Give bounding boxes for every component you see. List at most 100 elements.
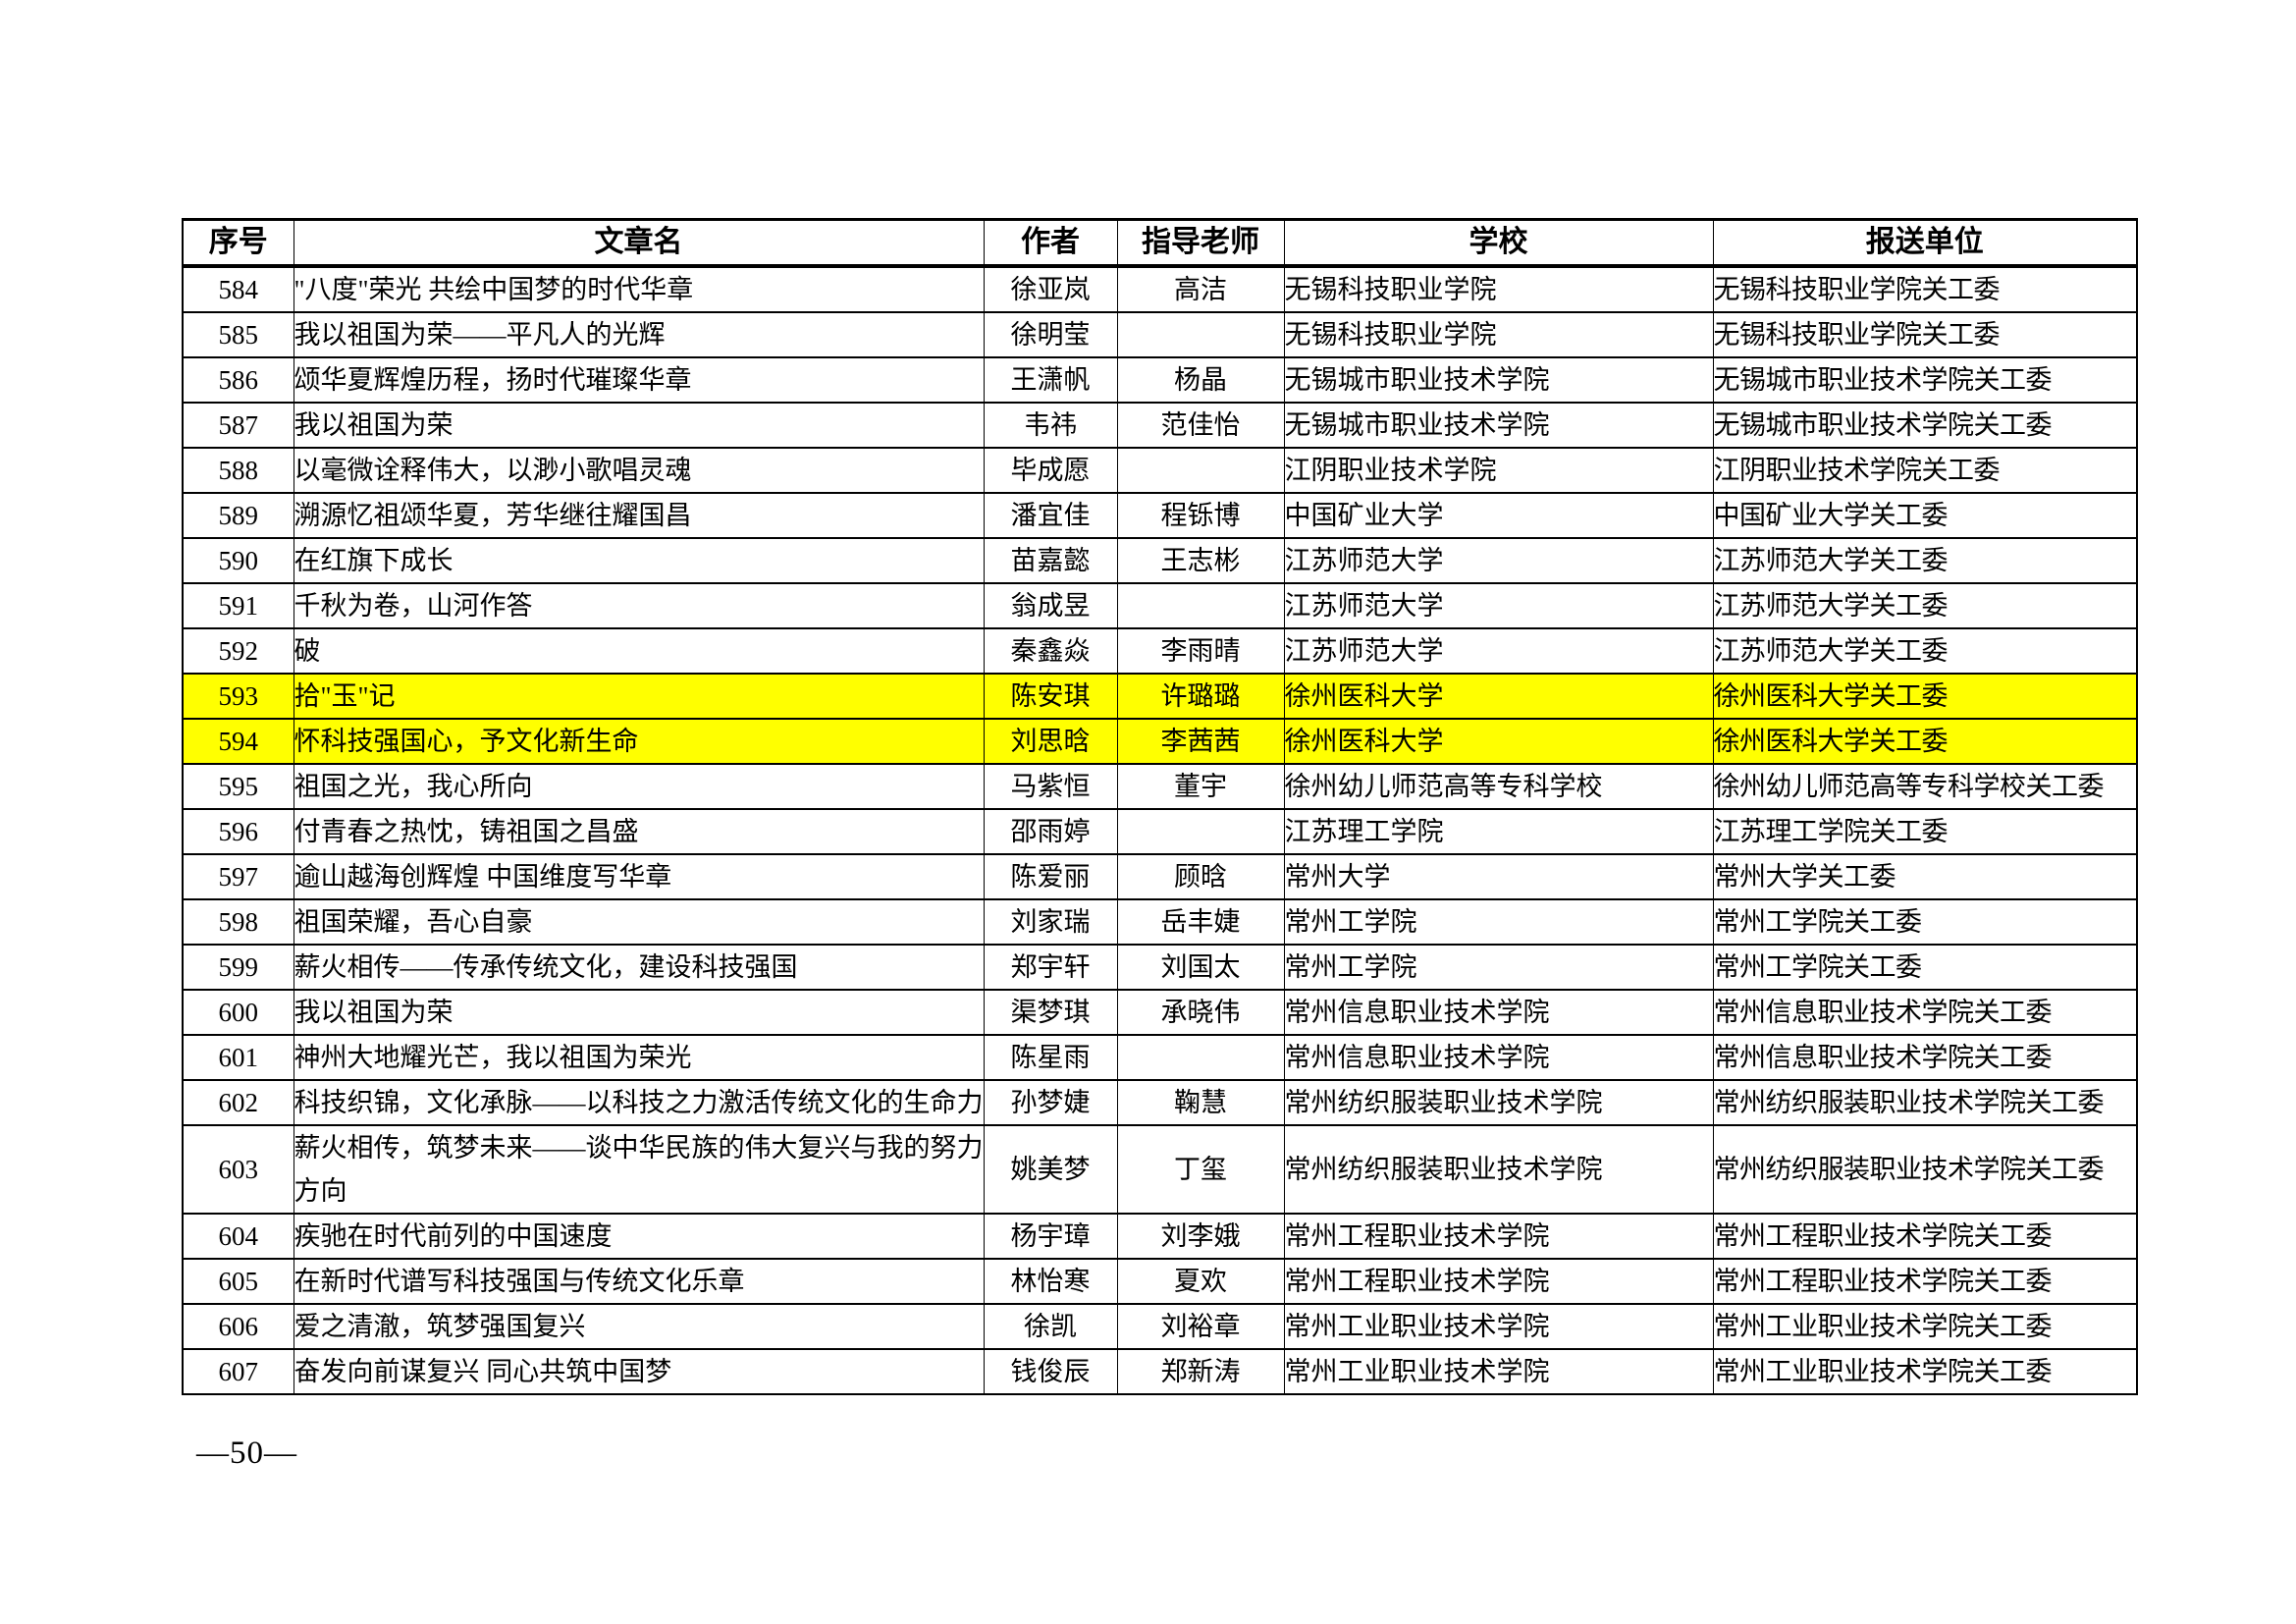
cell-advisor xyxy=(1116,808,1285,855)
cell-submitting-unit: 常州工程职业技术学院关工委 xyxy=(1712,1213,2138,1260)
cell-school: 常州工程职业技术学院 xyxy=(1283,1258,1714,1305)
cell-submitting-unit: 常州纺织服装职业技术学院关工委 xyxy=(1712,1124,2138,1215)
cell-article-title: 颂华夏辉煌历程，扬时代璀璨华章 xyxy=(293,356,985,404)
cell-advisor xyxy=(1116,311,1285,358)
cell-serial-number: 602 xyxy=(182,1079,294,1126)
cell-serial-number: 597 xyxy=(182,853,294,900)
cell-school: 江苏师范大学 xyxy=(1283,582,1714,629)
cell-author: 姚美梦 xyxy=(983,1124,1118,1215)
cell-serial-number: 586 xyxy=(182,356,294,404)
cell-author: 郑宇轩 xyxy=(983,944,1118,991)
cell-serial-number: 601 xyxy=(182,1034,294,1081)
table-body: 584 "八度"荣光 共绘中国梦的时代华章 徐亚岚 高洁 无锡科技职业学院 无锡科技职业学… xyxy=(182,265,2138,1395)
cell-article-title: 我以祖国为荣——平凡人的光辉 xyxy=(293,311,985,358)
cell-author: 王潇帆 xyxy=(983,356,1118,404)
cell-author: 邵雨婷 xyxy=(983,808,1118,855)
cell-article-title: 以毫微诠释伟大，以渺小歌唱灵魂 xyxy=(293,447,985,494)
cell-serial-number: 591 xyxy=(182,582,294,629)
cell-serial-number: 590 xyxy=(182,537,294,584)
cell-article-title: 在红旗下成长 xyxy=(293,537,985,584)
cell-serial-number: 587 xyxy=(182,402,294,449)
table-row: 592 破秦鑫焱 李雨晴 江苏师范大学 江苏师范大学关工委 xyxy=(182,627,2138,675)
cell-school: 江阴职业技术学院 xyxy=(1283,447,1714,494)
cell-author: 钱俊辰 xyxy=(983,1348,1118,1395)
table-row: 586 颂华夏辉煌历程，扬时代璀璨华章 王潇帆 杨晶 无锡城市职业技术学院 无锡城市职业技… xyxy=(182,356,2138,404)
cell-submitting-unit: 常州信息职业技术学院关工委 xyxy=(1712,989,2138,1036)
cell-author: 林怡寒 xyxy=(983,1258,1118,1305)
cell-article-title: 爱之清澈，筑梦强国复兴 xyxy=(293,1303,985,1350)
cell-submitting-unit: 常州工学院关工委 xyxy=(1712,944,2138,991)
cell-school: 常州信息职业技术学院 xyxy=(1283,1034,1714,1081)
cell-submitting-unit: 常州大学关工委 xyxy=(1712,853,2138,900)
cell-serial-number: 599 xyxy=(182,944,294,991)
cell-serial-number: 584 xyxy=(182,265,294,313)
cell-advisor: 岳丰婕 xyxy=(1116,898,1285,946)
cell-advisor: 承晓伟 xyxy=(1116,989,1285,1036)
award-table: 序号 文章名 作者 指导老师 学校 报送单位 584 "八度"荣光 共绘中国梦的时… xyxy=(182,218,2138,1395)
cell-submitting-unit: 常州工业职业技术学院关工委 xyxy=(1712,1348,2138,1395)
cell-advisor: 鞠慧 xyxy=(1116,1079,1285,1126)
header-serial-number: 序号 xyxy=(182,218,294,268)
table-row: 590 在红旗下成长 苗嘉懿 王志彬 江苏师范大学 江苏师范大学关工委 xyxy=(182,537,2138,584)
cell-author: 潘宜佳 xyxy=(983,492,1118,539)
cell-advisor: 李雨晴 xyxy=(1116,627,1285,675)
cell-author: 翁成昱 xyxy=(983,582,1118,629)
cell-author: 陈安琪 xyxy=(983,673,1118,720)
cell-article-title: 我以祖国为荣 xyxy=(293,402,985,449)
cell-article-title: 破 xyxy=(293,627,985,675)
cell-submitting-unit: 常州纺织服装职业技术学院关工委 xyxy=(1712,1079,2138,1126)
table-row: 597 逾山越海创辉煌 中国维度写华章 陈爱丽 顾晗 常州大学 常州大学关工委 xyxy=(182,853,2138,900)
table-row: 591 千秋为卷，山河作答 翁成昱 江苏师范大学 江苏师范大学关工委 xyxy=(182,582,2138,629)
cell-article-title: 薪火相传，筑梦未来——谈中华民族的伟大复兴与我的努力方向 xyxy=(293,1124,985,1215)
cell-author: 徐亚岚 xyxy=(983,265,1118,313)
cell-serial-number: 596 xyxy=(182,808,294,855)
cell-school: 常州信息职业技术学院 xyxy=(1283,989,1714,1036)
cell-author: 秦鑫焱 xyxy=(983,627,1118,675)
cell-submitting-unit: 徐州幼儿师范高等专科学校关工委 xyxy=(1712,763,2138,810)
cell-school: 江苏理工学院 xyxy=(1283,808,1714,855)
header-school: 学校 xyxy=(1283,218,1714,268)
cell-submitting-unit: 无锡城市职业技术学院关工委 xyxy=(1712,402,2138,449)
cell-submitting-unit: 江苏师范大学关工委 xyxy=(1712,627,2138,675)
table-row: 585 我以祖国为荣——平凡人的光辉 徐明莹 无锡科技职业学院 无锡科技职业学院关工委 xyxy=(182,311,2138,358)
cell-serial-number: 594 xyxy=(182,718,294,765)
table-row: 599 薪火相传——传承传统文化，建设科技强国 郑宇轩 刘国太 常州工学院 常州工学院关工… xyxy=(182,944,2138,991)
cell-submitting-unit: 徐州医科大学关工委 xyxy=(1712,718,2138,765)
cell-advisor: 刘裕章 xyxy=(1116,1303,1285,1350)
cell-advisor: 董宇 xyxy=(1116,763,1285,810)
header-advisor: 指导老师 xyxy=(1116,218,1285,268)
cell-author: 徐明莹 xyxy=(983,311,1118,358)
cell-author: 渠梦琪 xyxy=(983,989,1118,1036)
cell-submitting-unit: 江阴职业技术学院关工委 xyxy=(1712,447,2138,494)
cell-author: 毕成愿 xyxy=(983,447,1118,494)
cell-serial-number: 605 xyxy=(182,1258,294,1305)
page-number: —50— xyxy=(196,1435,297,1471)
header-article-title: 文章名 xyxy=(293,218,985,268)
table-row: 594 怀科技强国心，予文化新生命 刘思晗 李茜茜 徐州医科大学 徐州医科大学关工委 xyxy=(182,718,2138,765)
cell-advisor xyxy=(1116,447,1285,494)
table-row: 601 神州大地耀光芒，我以祖国为荣光 陈星雨 常州信息职业技术学院 常州信息职业技术学… xyxy=(182,1034,2138,1081)
table-row: 596 付青春之热忱，铸祖国之昌盛 邵雨婷 江苏理工学院 江苏理工学院关工委 xyxy=(182,808,2138,855)
cell-article-title: 薪火相传——传承传统文化，建设科技强国 xyxy=(293,944,985,991)
cell-submitting-unit: 无锡城市职业技术学院关工委 xyxy=(1712,356,2138,404)
cell-school: 常州工程职业技术学院 xyxy=(1283,1213,1714,1260)
cell-article-title: 神州大地耀光芒，我以祖国为荣光 xyxy=(293,1034,985,1081)
cell-school: 徐州医科大学 xyxy=(1283,673,1714,720)
table-row: 589 溯源忆祖颂华夏，芳华继往耀国昌 潘宜佳 程铄博 中国矿业大学 中国矿业大学关工委 xyxy=(182,492,2138,539)
cell-article-title: 千秋为卷，山河作答 xyxy=(293,582,985,629)
cell-author: 徐凯 xyxy=(983,1303,1118,1350)
cell-author: 刘思晗 xyxy=(983,718,1118,765)
cell-advisor: 郑新涛 xyxy=(1116,1348,1285,1395)
header-row: 序号 文章名 作者 指导老师 学校 报送单位 xyxy=(182,218,2138,268)
cell-advisor: 许璐璐 xyxy=(1116,673,1285,720)
cell-advisor: 夏欢 xyxy=(1116,1258,1285,1305)
cell-submitting-unit: 江苏理工学院关工委 xyxy=(1712,808,2138,855)
cell-author: 孙梦婕 xyxy=(983,1079,1118,1126)
cell-submitting-unit: 常州信息职业技术学院关工委 xyxy=(1712,1034,2138,1081)
cell-school: 无锡城市职业技术学院 xyxy=(1283,402,1714,449)
cell-serial-number: 607 xyxy=(182,1348,294,1395)
cell-author: 陈爱丽 xyxy=(983,853,1118,900)
cell-advisor xyxy=(1116,582,1285,629)
table-row: 605 在新时代谱写科技强国与传统文化乐章 林怡寒 夏欢 常州工程职业技术学院 常州工程职… xyxy=(182,1258,2138,1305)
cell-submitting-unit: 无锡科技职业学院关工委 xyxy=(1712,265,2138,313)
